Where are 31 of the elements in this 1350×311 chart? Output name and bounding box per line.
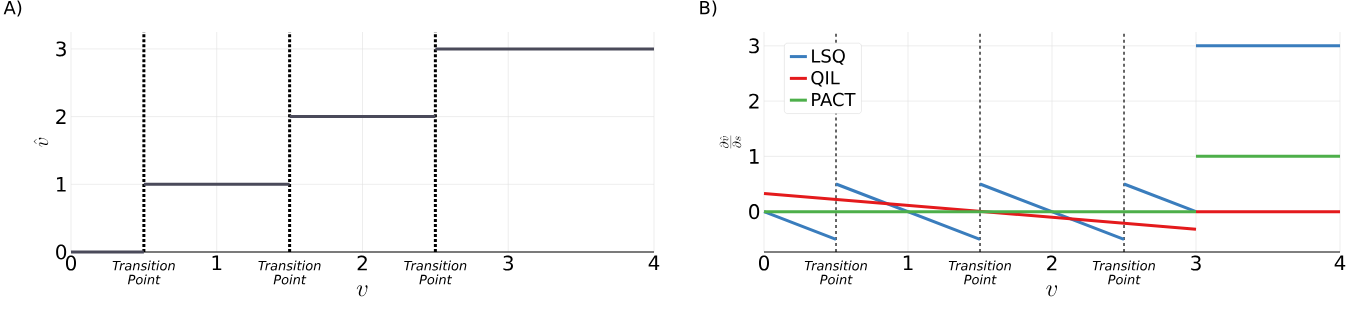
ref-line-label: Transition Point — [948, 260, 1011, 285]
x-tick-label: 2 — [357, 255, 367, 271]
x-tick-label: 1 — [212, 255, 222, 271]
chart-title: A) — [3, 0, 22, 17]
y-tick-label: 2 — [749, 93, 759, 109]
ref-line-label: Transition Point — [404, 260, 467, 285]
x-axis-title: $v$ — [1046, 285, 1058, 297]
x-axis-title: $v$ — [356, 285, 368, 297]
y-tick-label: 3 — [749, 38, 759, 54]
y-tick-label: 2 — [56, 109, 66, 125]
x-tick-label: 3 — [503, 255, 513, 271]
x-tick-label: 4 — [1334, 255, 1346, 271]
y-axis-title: $\frac{\partial \hat{v}}{\partial s}$ — [719, 135, 742, 149]
ref-line-label: Transition Point — [112, 260, 175, 285]
y-tick-label: 1 — [750, 149, 759, 164]
y-tick-label: 3 — [56, 41, 66, 57]
legend-label: QIL — [811, 70, 840, 87]
ref-line-label: Transition Point — [1092, 260, 1155, 285]
y-tick-label: 0 — [56, 244, 67, 260]
x-tick-label: 2 — [1047, 255, 1057, 271]
y-axis-title: $\hat{v}$ — [33, 137, 49, 147]
y-tick-label: 0 — [749, 204, 760, 220]
x-tick-label: 1 — [903, 255, 913, 271]
ref-line-label: Transition Point — [258, 260, 321, 285]
chart-title: B) — [700, 0, 717, 17]
legend-label: LSQ — [812, 49, 845, 65]
ref-line-label: Transition Point — [804, 260, 867, 285]
x-tick-label: 3 — [1191, 255, 1201, 271]
x-tick-label: 4 — [648, 255, 660, 271]
y-tick-label: 1 — [56, 177, 66, 192]
legend-label: PACT — [812, 92, 856, 107]
